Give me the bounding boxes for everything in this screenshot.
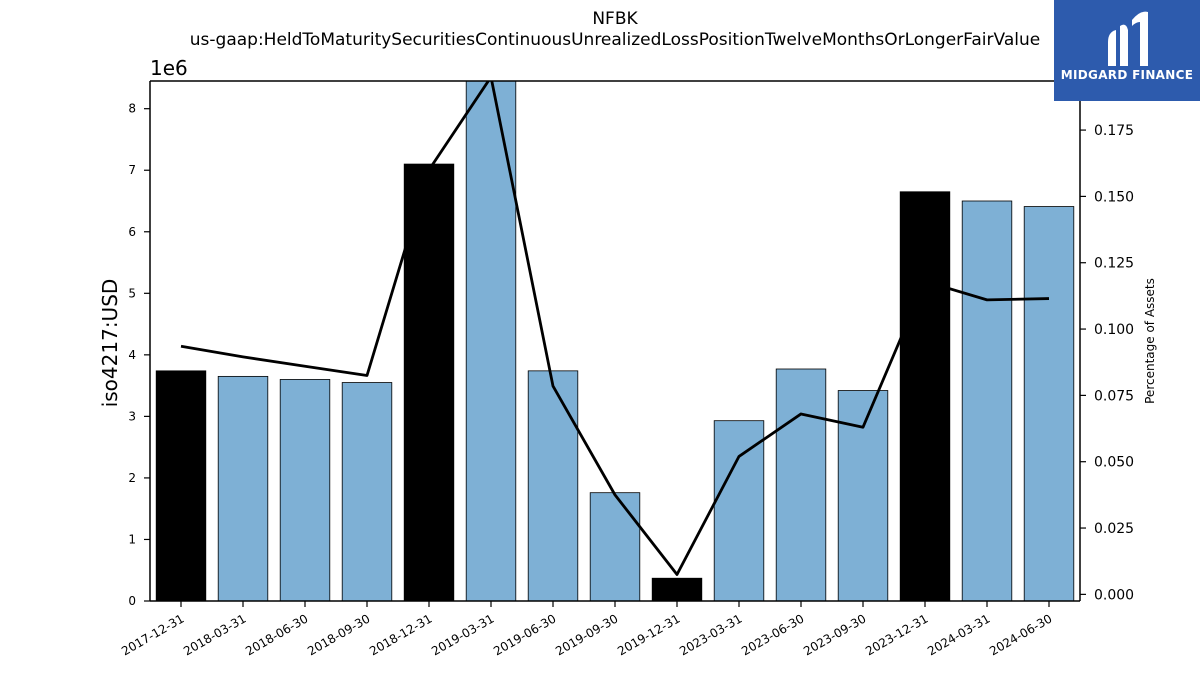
- y-tick-label: 0: [128, 594, 136, 608]
- x-tick-label: 2024-06-30: [987, 611, 1054, 658]
- chart-title-line1: NFBK: [592, 9, 638, 29]
- logo: MIDGARD FINANCE: [1054, 0, 1200, 101]
- y2-tick-label: 0.075: [1094, 388, 1134, 404]
- x-tick-label: 2017-12-31: [119, 611, 186, 658]
- line-group: [180, 81, 1050, 576]
- y2-tick-label: 0.050: [1094, 455, 1134, 471]
- bar-2024-03-31: [961, 200, 1013, 601]
- bar-2018-09-30: [341, 382, 393, 601]
- y-tick-label: 2: [128, 471, 136, 485]
- y-tick-label: 8: [128, 102, 136, 116]
- y2-axis-label: Percentage of Assets: [1143, 278, 1157, 404]
- y-offset-label: 1e6: [150, 56, 188, 80]
- bar-2024-06-30: [1023, 206, 1075, 601]
- x-tick-label: 2019-12-31: [615, 611, 682, 658]
- logo-text: MIDGARD FINANCE: [1060, 68, 1194, 82]
- bars-group: [155, 81, 1075, 601]
- y-tick-label: 7: [128, 163, 136, 177]
- y-tick-label: 5: [128, 286, 136, 300]
- x-tick-label: 2023-12-31: [863, 611, 930, 658]
- bar-2019-06-30: [527, 370, 579, 601]
- y-tick-label: 4: [128, 348, 136, 362]
- bar-2019-03-31: [465, 81, 517, 601]
- x-tick-label: 2018-12-31: [367, 611, 434, 658]
- y2-tick-label: 0.025: [1094, 521, 1134, 537]
- bar-2017-12-31: [155, 370, 207, 601]
- percentage-of-assets-line: [180, 81, 1050, 576]
- y2-tick-label: 0.000: [1094, 587, 1134, 603]
- x-tick-label: 2019-09-30: [553, 611, 620, 658]
- y-axis-label: iso4217:USD: [98, 279, 122, 408]
- chart-title-line2: us-gaap:HeldToMaturitySecuritiesContinuo…: [189, 30, 1041, 50]
- bar-2018-03-31: [217, 375, 269, 601]
- x-tick-label: 2023-03-31: [677, 611, 744, 658]
- x-tick-label: 2019-03-31: [429, 611, 496, 658]
- y2-tick-label: 0.150: [1094, 189, 1134, 205]
- y-tick-label: 6: [128, 225, 136, 239]
- y2-tick-label: 0.125: [1094, 256, 1134, 272]
- y2-tick-label: 0.100: [1094, 322, 1134, 338]
- bar-2023-12-31: [899, 191, 951, 601]
- x-tick-label: 2018-03-31: [181, 611, 248, 658]
- x-tick-label: 2023-06-30: [739, 611, 806, 658]
- bar-2018-12-31: [403, 163, 455, 601]
- bar-2023-03-31: [713, 420, 765, 601]
- x-tick-label: 2023-09-30: [801, 611, 868, 658]
- logo-icon: [1108, 11, 1148, 67]
- y-tick-label: 1: [128, 532, 136, 546]
- y-tick-label: 3: [128, 409, 136, 423]
- x-tick-label: 2019-06-30: [491, 611, 558, 658]
- y2-tick-label: 0.175: [1094, 123, 1134, 139]
- bar-2019-09-30: [589, 492, 641, 601]
- bar-2019-12-31: [651, 577, 703, 601]
- bar-2023-06-30: [775, 368, 827, 601]
- x-tick-label: 2018-09-30: [305, 611, 372, 658]
- bar-2018-06-30: [279, 379, 331, 601]
- x-tick-label: 2018-06-30: [243, 611, 310, 658]
- x-tick-label: 2024-03-31: [925, 611, 992, 658]
